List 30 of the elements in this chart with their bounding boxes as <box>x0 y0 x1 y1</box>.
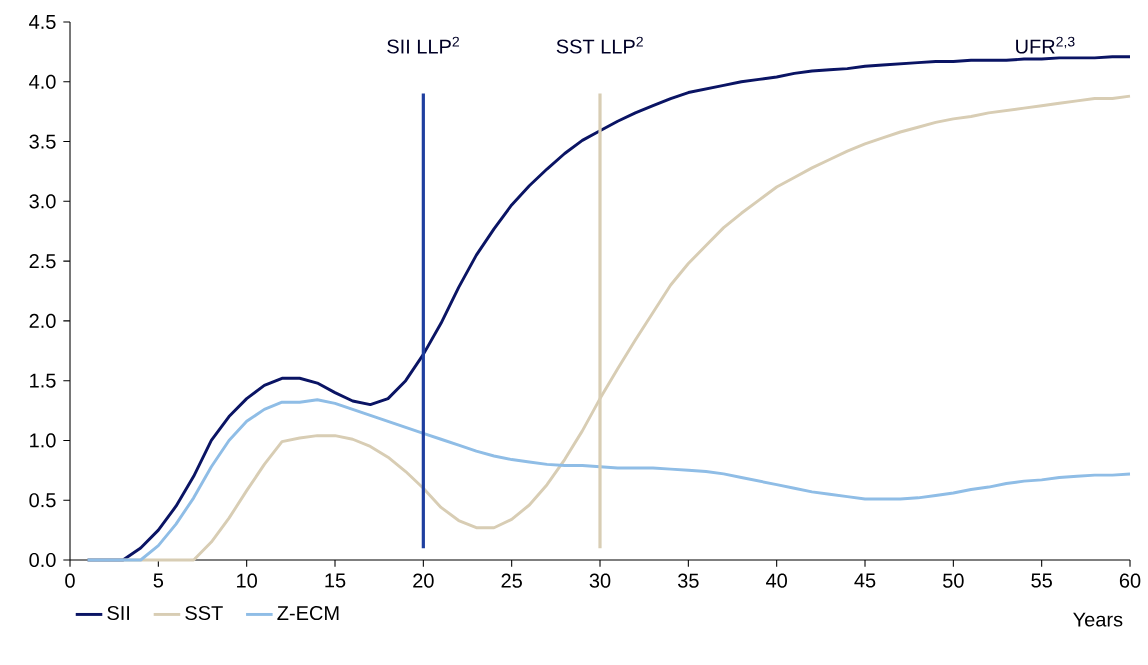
x-tick-label: 35 <box>677 573 699 588</box>
y-tick-label: 1.5 <box>30 373 56 388</box>
x-tick-label: 40 <box>766 573 787 588</box>
y-tick-label: 0.0 <box>29 552 56 568</box>
legend-label: Z-ECM <box>277 605 339 621</box>
x-tick-label: 30 <box>589 573 611 588</box>
x-tick-label: 5 <box>153 573 164 588</box>
y-tick-label: 0.5 <box>29 493 56 508</box>
y-tick-label: 4.5 <box>29 15 56 29</box>
legend-label: SII <box>107 605 130 621</box>
y-tick-label: 4.0 <box>29 74 56 89</box>
x-axis-title: Years <box>1073 612 1123 627</box>
y-tick-label: 3.0 <box>29 194 56 209</box>
legend-label: SST <box>185 605 223 621</box>
ref-line-label: SST LLP$^{2}$ <box>556 36 643 54</box>
x-tick-label: 15 <box>325 573 346 588</box>
x-tick-label: 45 <box>854 573 876 588</box>
x-tick-label: 10 <box>237 573 257 588</box>
x-tick-label: 50 <box>943 573 964 588</box>
y-tick-label: 3.5 <box>29 134 56 149</box>
x-tick-label: 60 <box>1119 573 1141 588</box>
ref-line-label: SII LLP$^{2}$ <box>387 36 459 54</box>
y-tick-label: 2.0 <box>29 313 56 328</box>
x-tick-label: 25 <box>501 573 522 588</box>
x-tick-label: 0 <box>65 573 75 588</box>
y-tick-label: 1.0 <box>30 433 56 448</box>
y-tick-label: 2.5 <box>29 254 56 269</box>
annotation: UFR$^{2,3}$ <box>1016 36 1075 54</box>
x-tick-label: 55 <box>1031 573 1052 588</box>
x-tick-label: 20 <box>413 573 434 588</box>
